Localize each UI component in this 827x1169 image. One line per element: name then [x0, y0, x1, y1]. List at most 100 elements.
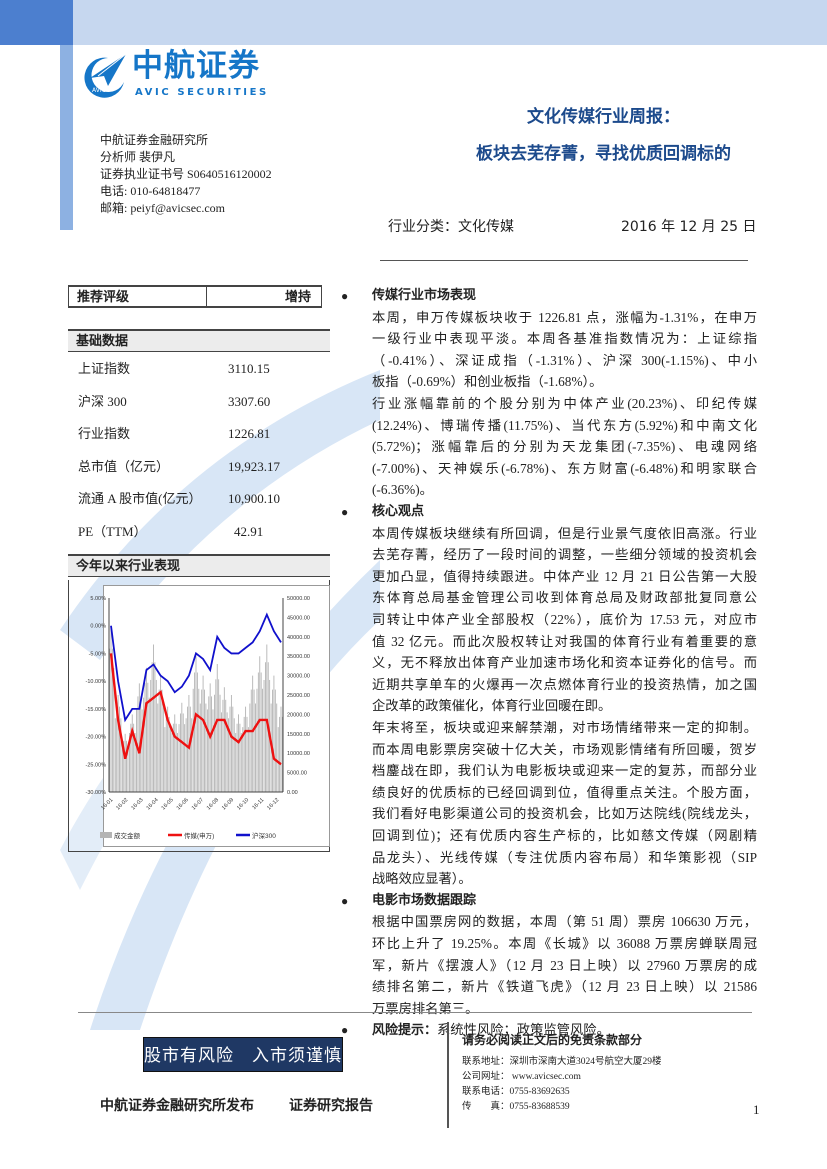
legend-label: 成交金额 [114, 831, 141, 840]
text-line: 回调到位)；还有优质内容生产标的，比如慈文传媒（网剧精 [372, 827, 757, 843]
basic-data-label: 沪深 300 [78, 393, 127, 409]
text-line: 司转让中体产业全部股权（22%），底价为 17.53 元，对应市 [372, 611, 757, 627]
right-tick-label: 35000.00 [287, 654, 310, 660]
contact-fax: 传 真：0755-83688539 [462, 1102, 570, 1112]
report-date: 2016 年 12 月 25 日 [621, 219, 757, 235]
rating-value: 增持 [284, 289, 311, 304]
institute: 中航证券金融研究所 [100, 133, 209, 147]
x-tick-label: 16-10 [236, 797, 250, 811]
report-title-line2: 板块去芜存菁，寻找优质回调标的 [476, 144, 731, 164]
text-line: 本周，申万传媒板块收于 1226.81 点，涨幅为-1.31%，在申万 [372, 309, 757, 325]
section-heading: 电影市场数据跟踪 [372, 892, 477, 908]
rating-box: 推荐评级 增持 [68, 285, 322, 308]
series-line-1 [109, 653, 282, 766]
x-tick-label: 16-07 [191, 797, 205, 811]
text-line: 值 32 亿元。而此次股权转让对我国的体育行业有着重要的意 [372, 633, 757, 649]
section-body: 本周传媒板块继续有所回调，但是行业景气度依旧高涨。行业 去芜存菁，经历了一段时间的… [372, 523, 757, 890]
basic-data-value: 42.91 [234, 523, 264, 539]
risk-heading: 风险提示： [372, 1023, 438, 1039]
footer-divider [78, 1012, 752, 1013]
right-tick-label: 5000.00 [287, 771, 307, 777]
basics-header: 基础数据 [68, 329, 330, 352]
text-line: 板指（-0.69%）和创业板指（-1.68%）。 [372, 374, 603, 390]
text-line: 近期共享单车的火爆再一次点燃体育行业的投资热情，加之国 [372, 676, 757, 692]
right-tick-label: 50000.00 [287, 596, 310, 602]
basic-data-label: 上证指数 [78, 361, 131, 376]
industry-category: 行业分类：文化传媒 [388, 219, 514, 235]
text-line: (-7.00%)、天神娱乐(-6.78%)、东方财富(-6.48%)和明家联合 [372, 460, 757, 476]
text-line: (-6.36%)。 [372, 482, 433, 498]
right-tick-label: 30000.00 [287, 674, 310, 680]
right-tick-label: 15000.00 [287, 732, 310, 738]
text-line: 而本周电影票房突破十亿大关，市场观影情绪有所回暖，贺岁 [372, 741, 757, 757]
right-tick-label: 0.00 [287, 790, 298, 796]
x-tick-label: 16-11 [251, 797, 265, 811]
text-line: 东体育总局基金管理公司收到体育总局及财政部批复同意公 [372, 590, 757, 606]
bullet-icon: ● [341, 1023, 349, 1038]
series-line-2 [110, 612, 282, 723]
report-type: 证券研究报告 [289, 1098, 373, 1114]
left-tick-label: -30.00% [86, 790, 107, 796]
text-line: 去芜存菁，经历了一段时间的调整，一些细分领域的投资机会 [372, 547, 757, 563]
legend-swatch-0 [100, 832, 112, 838]
risk-text: 系统性风险；政策监管风险。 [437, 1022, 610, 1038]
legend-label: 沪深300 [252, 831, 276, 840]
contact-website[interactable]: 公司网址： www.avicsec.com [462, 1072, 581, 1082]
basic-data-label: 行业指数 [78, 426, 131, 441]
text-line: 一级行业中表现平淡。本周各基准指数情况为：上证综指 [372, 331, 757, 347]
basic-data-row: 流通 A 股市值(亿元） 10,900.10 [78, 490, 340, 507]
text-line: 军，新片《摆渡人》（12 月 23 日上映）以 27960 万票房的成 [372, 957, 757, 973]
text-line: (12.24%)、博瑞传播(11.75%)、当代东方(5.92%)和中南文化 [372, 417, 757, 433]
x-tick-label: 16-01 [100, 797, 114, 811]
top-banner [0, 0, 827, 45]
basic-data-row: 总市值（亿元） 19,923.17 [78, 458, 340, 475]
top-banner-block [0, 0, 73, 45]
left-tick-label: 0.00% [90, 624, 106, 630]
bullet-icon: ● [341, 505, 349, 519]
section-heading: 传媒行业市场表现 [372, 288, 477, 303]
text-line: 战略效应显著）。 [372, 871, 472, 887]
performance-header: 今年以来行业表现 [68, 554, 330, 577]
right-tick-label: 45000.00 [287, 615, 310, 621]
text-line: 绩排名第二，新片《铁道飞虎》（12 月 23 日上映）以 21586 [372, 979, 757, 995]
x-tick-label: 16-03 [130, 797, 144, 811]
basic-data-row: 上证指数 3110.15 [78, 360, 340, 377]
text-line: 义，无不释放出体育产业加速市场化和资本证券化的信号。而 [372, 655, 757, 671]
right-tick-label: 20000.00 [287, 712, 310, 718]
email: 邮箱: peiyf@avicsec.com [100, 201, 226, 215]
contact-address: 联系地址：深圳市深南大道3024号航空大厦29楼 [462, 1057, 662, 1067]
basic-data-row: PE（TTM） 42.91 [78, 523, 340, 540]
left-tick-label: -25.00% [86, 762, 107, 768]
left-tick-label: 5.00% [90, 596, 106, 602]
text-line: 根据中国票房网的数据，本周（第 51 周）票房 106630 万元， [372, 914, 757, 930]
basic-data-value: 10,900.10 [228, 491, 280, 506]
page-number: 1 [753, 1102, 760, 1117]
logo-text-en: AVIC SECURITIES [135, 87, 269, 98]
right-tick-label: 40000.00 [287, 635, 310, 641]
left-tick-label: -10.00% [86, 679, 107, 685]
risk-warning: 风险提示：系统性风险；政策监管风险。 [372, 1019, 757, 1042]
risk-slogan-box: 股市有风险 入市须谨慎 [143, 1037, 343, 1072]
text-line: 企改革的政策催化，体育行业回暖在即。 [372, 698, 612, 714]
publisher: 中航证券金融研究所发布 [100, 1098, 254, 1114]
basic-data-value: 1226.81 [228, 426, 271, 441]
x-tick-label: 16-05 [161, 797, 175, 811]
basic-data-row: 沪深 300 3307.60 [78, 393, 340, 410]
text-line: 我们看好电影渠道公司的投资机会，比如万达院线(院线龙头， [372, 806, 757, 822]
analyst: 分析师 裴伊凡 [100, 150, 176, 164]
phone: 电话: 010-64818477 [100, 184, 201, 198]
x-tick-label: 16-08 [206, 797, 220, 811]
basic-data-value: 3110.15 [228, 361, 270, 376]
left-tick-label: -5.00% [89, 651, 107, 657]
footer-vertical-divider [447, 1022, 449, 1128]
basic-data-label: PE（TTM） [78, 523, 147, 539]
x-tick-label: 16-02 [115, 797, 129, 811]
legend-label: 传媒(申万) [184, 831, 214, 840]
text-line: 行业涨幅靠前的个股分别为中体产业(20.23%)、印纪传媒 [372, 395, 757, 411]
text-line: (5.72%)；涨幅靠后的分别为天龙集团(-7.35%)、电魂网络 [372, 439, 757, 455]
text-line: （-0.41%）、深证成指（-1.31%）、沪深 300(-1.15%)、中小 [372, 352, 757, 368]
text-line: 品龙头）、光线传媒（专注优质内容布局）和华策影视（SIP [372, 849, 757, 865]
text-line: 年末将至，板块或迎来解禁潮，对市场情绪带来一定的抑制。 [372, 719, 757, 735]
rating-label: 推荐评级 [69, 287, 207, 306]
section-body: 本周，申万传媒板块收于 1226.81 点，涨幅为-1.31%，在申万 一级行业中… [372, 307, 757, 501]
